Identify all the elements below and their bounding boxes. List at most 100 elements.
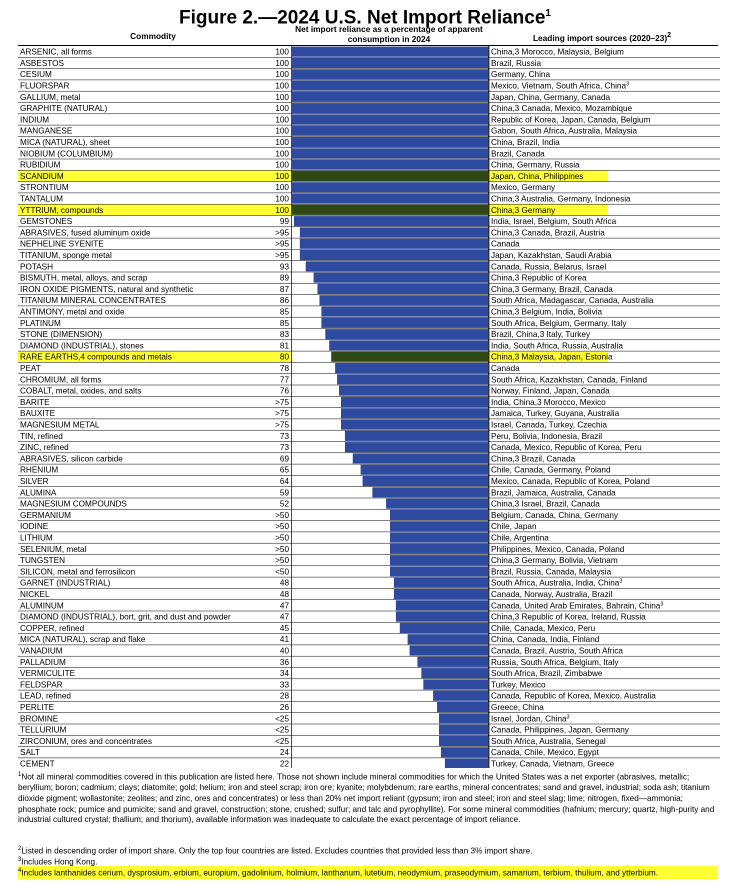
import-sources-label: Japan, China, Philippines [491,172,583,181]
import-sources-label: Gabon, South Africa, Australia, Malaysia [491,127,638,136]
bar [299,250,488,261]
commodity-label: TANTALUM [20,195,63,204]
row-highlight [488,170,608,182]
reliance-label: 85 [280,319,290,328]
reliance-label: 80 [280,353,290,362]
bar [439,735,488,746]
reliance-label: 87 [280,285,290,294]
commodity-label: TIN, refined [20,432,63,441]
import-sources-label: Republic of Korea, Japan, Canada, Belgiu… [491,115,650,124]
import-sources-label: Canada, Republic of Korea, Mexico, Austr… [491,692,656,701]
reliance-label: 100 [275,161,289,170]
reliance-label: 89 [280,274,290,283]
reliance-label: 59 [280,488,290,497]
reliance-label: 28 [280,692,290,701]
reliance-label: 100 [275,183,289,192]
bar [352,453,488,464]
import-sources-label: South Africa, Kazakhstan, Canada, Finlan… [491,375,648,384]
import-sources-label: China,3 Canada, Brazil, Austria [491,228,605,237]
reliance-label: 26 [280,703,290,712]
bar [393,577,488,588]
commodity-label: MANGANESE [20,127,73,136]
import-sources-label: Canada [491,240,520,249]
commodity-label: RUBIDIUM [20,161,61,170]
reliance-label: 93 [280,262,290,271]
bar [313,272,488,283]
commodity-label: STONE (DIMENSION) [20,330,102,339]
reliance-label: 100 [275,82,289,91]
reliance-label: 78 [280,364,290,373]
bar [321,317,488,328]
commodity-label: NICKEL [20,590,50,599]
commodity-label: TITANIUM MINERAL CONCENTRATES [20,296,166,305]
commodity-label: NEPHELINE SYENITE [20,240,104,249]
import-sources-label: South Africa, Australia, Senegal [491,737,606,746]
import-sources-label: Russia, South Africa, Belgium, Italy [491,658,619,667]
bar [341,396,488,407]
import-sources-label: Jamaica, Turkey, Guyana, Australia [491,409,620,418]
bar [329,340,488,351]
reliance-label: >95 [275,251,289,260]
commodity-label: SALT [20,748,40,757]
import-sources-label: China,3 Israel, Brazil, Canada [491,500,600,509]
reliance-label: 69 [280,454,290,463]
bar [305,261,488,272]
commodity-label: INDIUM [20,115,49,124]
commodity-label: ABRASIVES, silicon carbide [20,454,123,463]
commodity-label: PALLADIUM [20,658,66,667]
reliance-label: 81 [280,341,290,350]
import-sources-label: Turkey, Mexico [491,680,546,689]
bar [399,622,488,633]
import-sources-label: Japan, Kazakhstan, Saudi Arabia [491,251,612,260]
import-sources-label: Peru, Bolivia, Indonesia, Brazil [491,432,602,441]
reliance-label: 33 [280,680,290,689]
commodity-label: BAUXITE [20,409,56,418]
import-sources-label: Canada, Brazil, Austria, South Africa [491,647,623,656]
bar [417,656,488,667]
bar [292,80,488,91]
bar [292,193,488,204]
reliance-label: 64 [280,477,290,486]
row-highlight [488,351,608,363]
bar [437,702,488,713]
bar [292,114,488,125]
commodity-label: GRAPHITE (NATURAL) [20,104,107,113]
bar [362,476,488,487]
import-sources-label: China,3 Germany [491,206,556,215]
bar [360,464,488,475]
commodity-label: CHROMIUM, all forms [20,375,101,384]
bar [390,555,488,566]
import-sources-label: Norway, Finland, Japan, Canada [491,387,610,396]
reliance-label: 99 [280,217,290,226]
import-sources-label: China,3 Australia, Germany, Indonesia [491,195,631,204]
bar [337,374,488,385]
import-sources-label: China, Canada, India, Finland [491,635,600,644]
bar [390,566,488,577]
bar [390,509,488,520]
commodity-label: PERLITE [20,703,55,712]
reliance-label: >75 [275,409,289,418]
reliance-label: 100 [275,104,289,113]
import-sources-label: Israel, Canada, Turkey, Czechia [491,421,607,430]
import-sources-label: Chile, Japan [491,522,537,531]
bar [292,125,488,136]
commodity-label: PEAT [20,364,41,373]
commodity-label: COPPER, refined [20,624,85,633]
bar [292,46,488,57]
footnote-4: 4Includes lanthanides cerium, dysprosium… [18,866,718,880]
bar [439,724,488,735]
commodity-label: BARITE [20,398,50,407]
commodity-label: POTASH [20,262,53,271]
row-highlight [488,204,608,216]
reliance-label: >50 [275,545,289,554]
reliance-label: 86 [280,296,290,305]
import-sources-label: Philippines, Mexico, Canada, Poland [491,545,625,554]
reliance-label: 85 [280,308,290,317]
commodity-label: TUNGSTEN [20,556,65,565]
import-sources-label: Chile, Canada, Germany, Poland [491,466,611,475]
reliance-label: >50 [275,556,289,565]
commodity-label: GERMANIUM [20,511,71,520]
column-header-reliance: Net import reliance as a percentage of a… [295,24,483,44]
bar [344,442,488,453]
bar [423,679,488,690]
